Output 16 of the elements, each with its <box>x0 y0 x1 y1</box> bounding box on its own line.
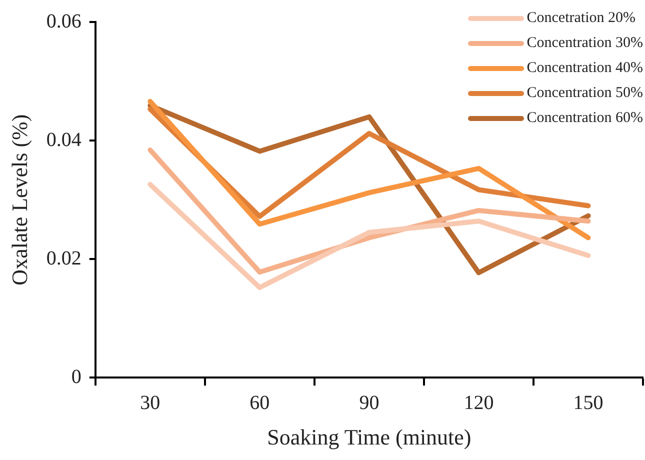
x-axis-title: Soaking Time (minute) <box>267 424 472 450</box>
y-tick-label: 0.04 <box>46 128 82 151</box>
y-axis-title: Oxalate Levels (%) <box>6 114 32 286</box>
x-tick-label: 150 <box>573 392 604 414</box>
legend-label: Concentration 40% <box>526 60 643 77</box>
legend-label: Concentration 60% <box>526 110 643 127</box>
x-tick-label: 90 <box>359 392 380 414</box>
legend-label: Concentration 50% <box>526 85 643 102</box>
y-tick-label: 0.06 <box>46 10 82 32</box>
legend-label: Concentration 30% <box>526 35 643 52</box>
x-tick-label: 30 <box>140 392 160 414</box>
x-tick-label: 120 <box>464 392 494 414</box>
x-tick-label: 60 <box>250 392 270 414</box>
legend-label: Concetration 20% <box>526 10 636 27</box>
y-tick-label: 0.02 <box>46 247 82 270</box>
y-tick-label: 0 <box>71 366 82 388</box>
